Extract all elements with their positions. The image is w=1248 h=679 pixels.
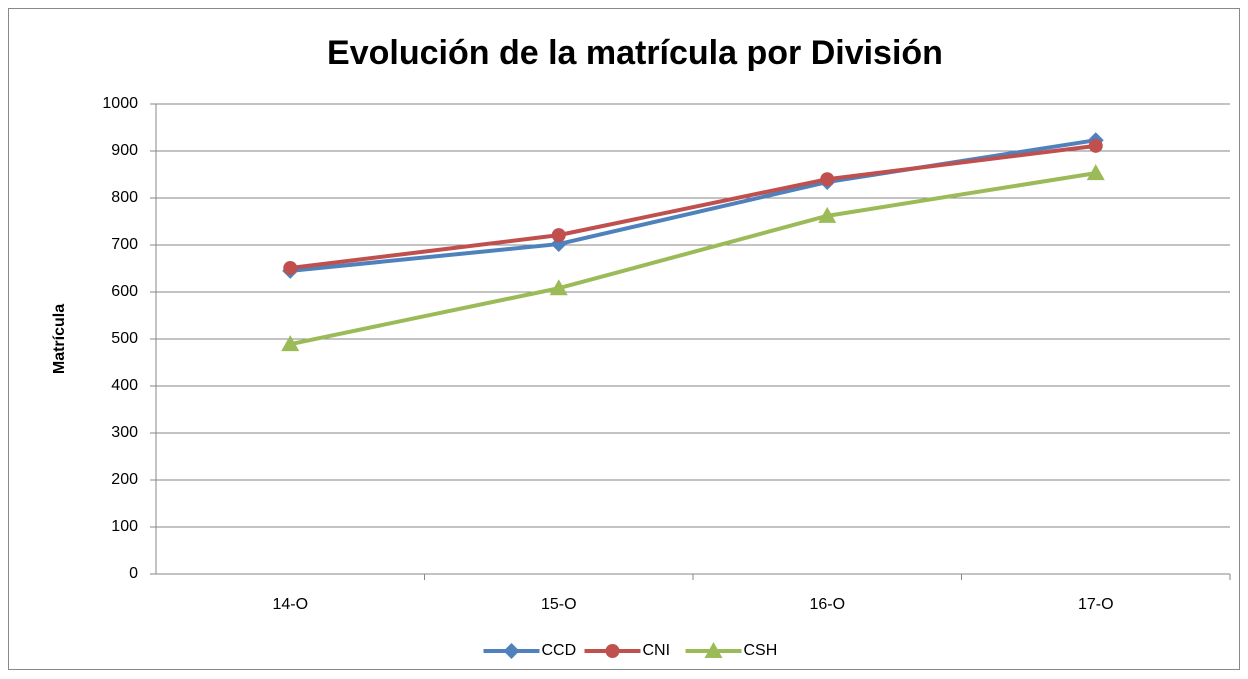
legend-marker [605, 644, 620, 658]
y-tick-label: 600 [111, 283, 138, 300]
data-point [1086, 164, 1105, 181]
y-tick-label: 0 [129, 565, 138, 582]
y-tick-label: 400 [111, 377, 138, 394]
y-tick-label: 100 [111, 518, 138, 535]
series-line [289, 171, 1097, 347]
x-tick-label: 16-O [809, 596, 845, 613]
data-point [1088, 138, 1103, 153]
y-tick-label: 200 [111, 471, 138, 488]
x-tick-label: 14-O [272, 596, 308, 613]
y-tick-label: 800 [111, 189, 138, 206]
data-point [818, 206, 837, 223]
legend-label: CNI [643, 642, 671, 659]
data-point [820, 172, 835, 187]
legend-label: CCD [542, 642, 577, 659]
y-axis-label: Matrícula [51, 304, 68, 374]
y-tick-label: 500 [111, 330, 138, 347]
chart-title: Evolución de la matrícula por División [327, 34, 943, 72]
legend-label: CSH [744, 642, 778, 659]
y-tick-label: 900 [111, 142, 138, 159]
legend-marker [704, 642, 723, 658]
data-point [281, 335, 300, 352]
y-tick-label: 700 [111, 236, 138, 253]
x-tick-label: 17-O [1078, 596, 1114, 613]
y-tick-label: 300 [111, 424, 138, 441]
data-point [283, 261, 298, 276]
series-line [290, 143, 1096, 271]
legend-marker [503, 643, 520, 659]
x-tick-label: 15-O [541, 596, 577, 613]
data-point [551, 228, 566, 243]
data-point [549, 279, 568, 296]
y-tick-label: 1000 [102, 95, 138, 112]
